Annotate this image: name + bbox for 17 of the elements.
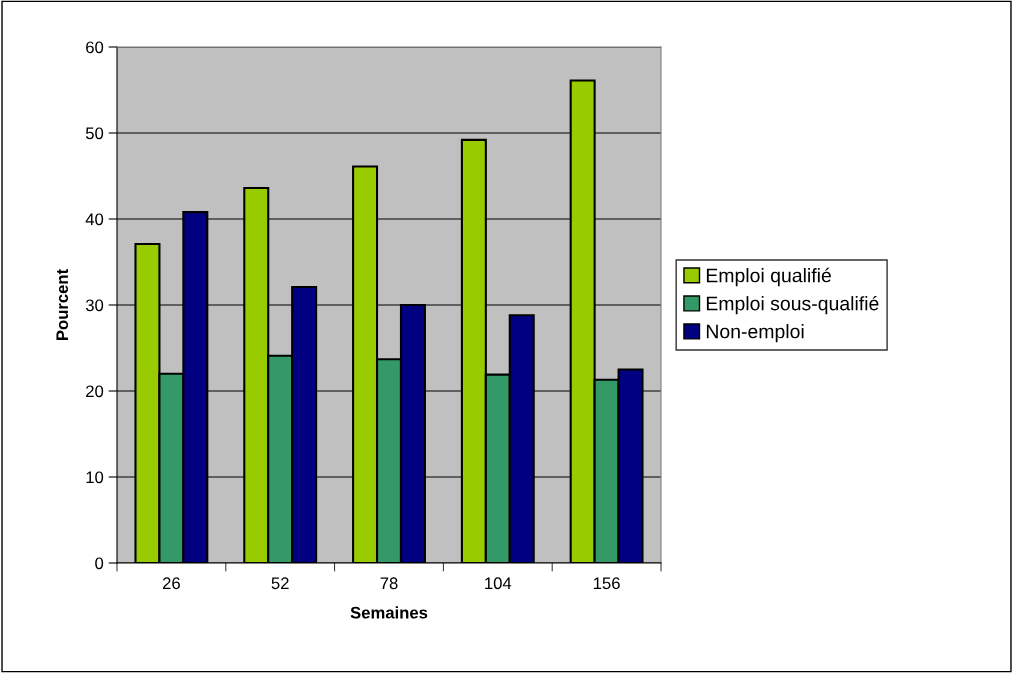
- x-tick-label: 156: [593, 577, 620, 590]
- y-tick-label: 20: [86, 385, 104, 398]
- x-tick-label: 26: [162, 577, 180, 590]
- y-axis-title: Pourcent: [56, 269, 69, 340]
- legend-label: Emploi sous-qualifié: [706, 295, 879, 315]
- legend-label: Emploi qualifié: [706, 267, 831, 287]
- legend-label: Non-emploi: [706, 324, 804, 343]
- x-tick-label: 104: [485, 577, 512, 590]
- y-tick-label: 50: [85, 127, 104, 140]
- y-tick-label: 0: [95, 557, 104, 570]
- x-tick-label: 78: [380, 577, 398, 590]
- x-tick-label: 52: [271, 577, 289, 590]
- x-axis-title: Semaines: [350, 606, 428, 619]
- y-tick-label: 30: [85, 299, 104, 312]
- y-tick-label: 40: [85, 213, 104, 226]
- y-tick-label: 60: [86, 41, 104, 54]
- y-tick-label: 10: [86, 471, 104, 484]
